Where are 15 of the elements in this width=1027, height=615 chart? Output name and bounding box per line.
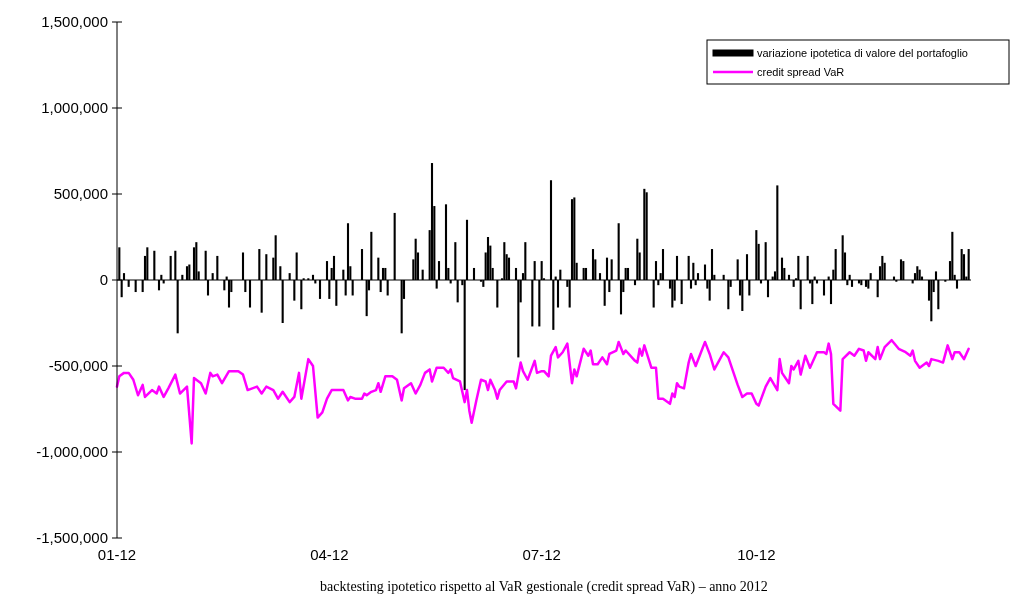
text: backtesting ipotetico rispetto al VaR gestionale (credit spread VaR) – anno 2012 xyxy=(320,579,768,595)
x-tick-label: 10-12 xyxy=(737,546,776,563)
y-tick-label: -1,500,000 xyxy=(36,529,108,547)
y-tick-label: -500,000 xyxy=(48,357,108,375)
y-tick-label: 1,500,000 xyxy=(41,13,108,31)
y-tick-label: -1,000,000 xyxy=(36,443,108,461)
y-tick-label: 1,000,000 xyxy=(41,99,108,117)
x-tick-label: 07-12 xyxy=(522,546,561,563)
y-tick-label: 0 xyxy=(99,271,108,289)
line-series xyxy=(115,338,970,445)
legend-label: variazione ipotetica di valore del portafoglio xyxy=(757,46,968,59)
y-tick-label: 500,000 xyxy=(53,185,108,203)
x-tick-label: 01-12 xyxy=(97,546,137,563)
legend-label: credit spread VaR xyxy=(757,65,845,78)
x-tick-label: 04-12 xyxy=(310,546,349,563)
